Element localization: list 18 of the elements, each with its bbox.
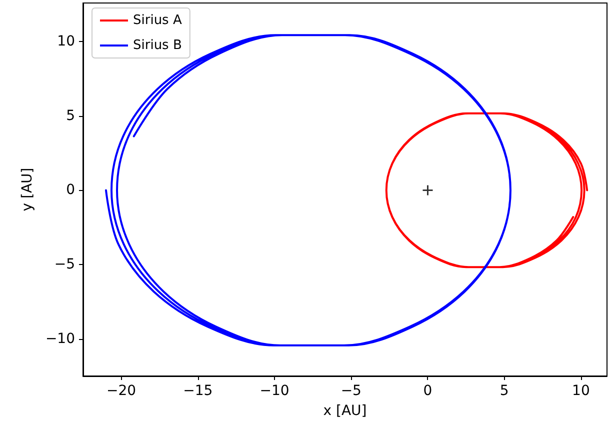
line-series: [104, 34, 512, 346]
x-tick-label: −15: [183, 383, 213, 399]
y-tick-label: −10: [45, 330, 75, 347]
x-tick-label: −20: [106, 383, 136, 399]
x-axis-title: x [AU]: [323, 403, 367, 419]
x-tick-label: 5: [500, 383, 509, 399]
line-series: [385, 112, 588, 268]
x-tick-label: −10: [260, 383, 290, 399]
y-axis-title: y [AU]: [20, 168, 36, 212]
x-tick-label: −5: [340, 383, 362, 399]
x-tick-label: 10: [572, 383, 590, 399]
y-tick-label: 5: [66, 108, 75, 124]
y-tick-label: 10: [57, 34, 75, 50]
legend-label: Sirius B: [133, 38, 182, 53]
y-tick-label: −5: [54, 256, 75, 273]
y-tick-label: 0: [66, 182, 75, 198]
x-tick-label: 0: [423, 383, 432, 399]
legend-label: Sirius A: [133, 13, 182, 28]
